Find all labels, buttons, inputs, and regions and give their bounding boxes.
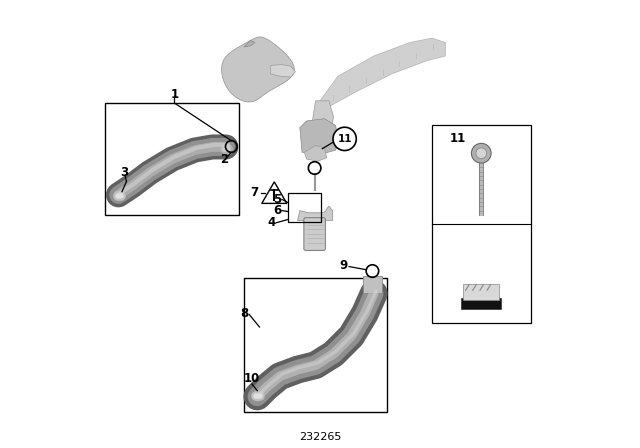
Text: 7: 7 [250, 186, 259, 199]
Text: 9: 9 [340, 258, 348, 272]
Polygon shape [244, 40, 255, 47]
Text: 11: 11 [450, 132, 466, 146]
Polygon shape [271, 65, 296, 77]
FancyBboxPatch shape [105, 103, 239, 215]
Polygon shape [316, 38, 445, 107]
Polygon shape [463, 284, 499, 300]
Polygon shape [298, 206, 333, 220]
Circle shape [333, 127, 356, 151]
Polygon shape [311, 101, 333, 143]
Text: 4: 4 [267, 216, 275, 229]
Text: 3: 3 [121, 166, 129, 179]
Text: 6: 6 [273, 204, 281, 217]
Text: 232265: 232265 [299, 432, 341, 442]
Text: 11: 11 [337, 134, 352, 144]
Text: 2: 2 [220, 152, 228, 166]
FancyBboxPatch shape [244, 278, 387, 412]
Polygon shape [362, 276, 382, 293]
Text: 10: 10 [244, 372, 260, 385]
Polygon shape [300, 119, 338, 155]
Polygon shape [305, 146, 327, 161]
Text: 5: 5 [273, 193, 281, 206]
Circle shape [476, 148, 486, 159]
Polygon shape [262, 182, 287, 203]
FancyBboxPatch shape [304, 218, 325, 250]
Text: 8: 8 [240, 307, 248, 320]
FancyBboxPatch shape [479, 163, 483, 215]
Circle shape [472, 143, 491, 163]
Polygon shape [461, 298, 502, 309]
FancyBboxPatch shape [432, 125, 531, 323]
Polygon shape [221, 37, 294, 102]
Text: 1: 1 [170, 87, 179, 101]
